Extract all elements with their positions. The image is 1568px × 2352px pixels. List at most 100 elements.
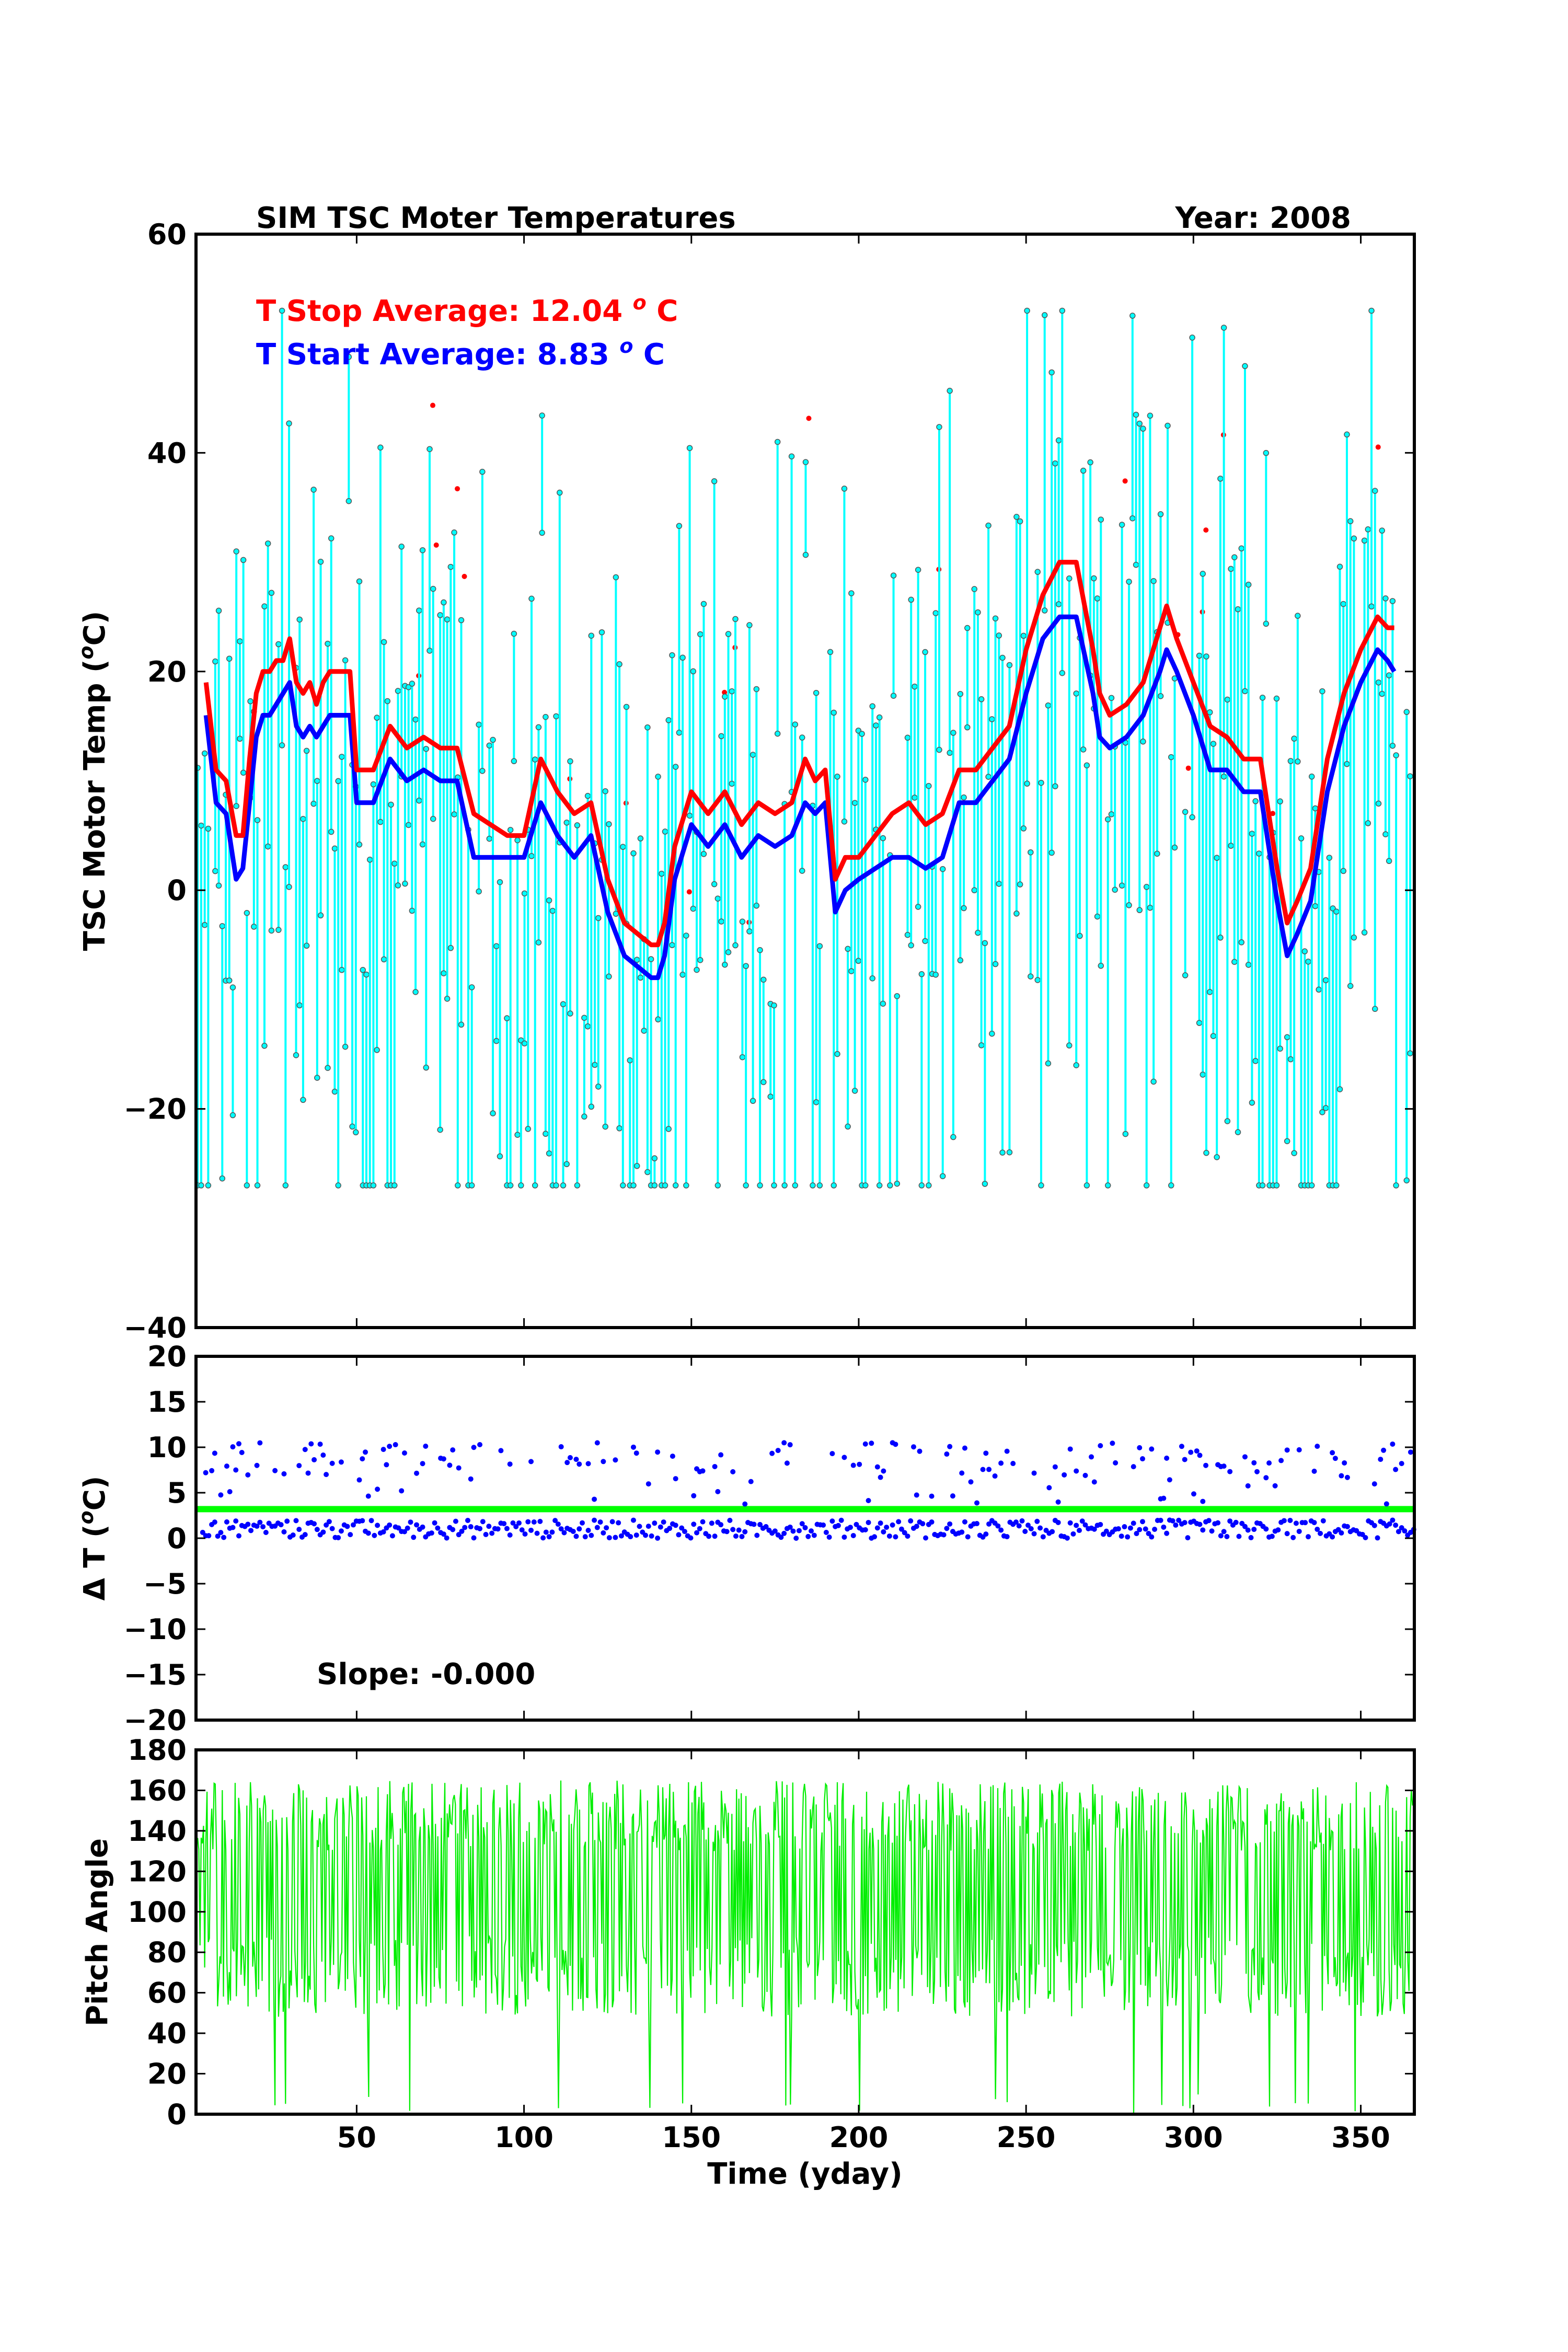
delta-t-point [604,1525,609,1531]
delta-t-point [296,1463,302,1469]
delta-t-point [1022,1529,1028,1535]
temp-range-marker [834,774,840,780]
delta-t-point [1016,1523,1022,1529]
delta-t-point [519,1527,525,1533]
delta-t-point [1076,1528,1082,1534]
temp-range-marker [1073,1062,1079,1068]
delta-t-point [910,1444,916,1450]
temp-range-marker [1365,820,1371,826]
temp-range-marker [1052,783,1058,790]
temp-range-marker [282,864,289,870]
delta-t-point [1318,1530,1323,1536]
delta-t-point [489,1530,495,1536]
delta-t-point [233,1467,239,1473]
temp-range-marker [802,459,809,465]
temp-range-marker [718,918,724,925]
temp-range-marker [353,1129,359,1136]
delta-t-point [823,1529,829,1535]
delta-t-point [338,1528,344,1534]
pitch-angle-y-label: Pitch Angle [80,1838,114,2026]
delta-t-point [1098,1443,1103,1448]
temp-range-marker [1284,1034,1290,1041]
delta-t-point [1281,1518,1287,1524]
delta-t-point [655,1449,661,1455]
delta-t-point [691,1493,697,1498]
temp-range-marker [584,1023,591,1030]
delta-t-point [1302,1520,1308,1526]
temp-range-marker [1038,779,1044,786]
delta-t-point [920,1521,926,1527]
delta-t-point [1266,1460,1272,1466]
delta-t-point [1185,1535,1191,1541]
temp-range-marker [479,768,486,774]
delta-t-point [878,1474,883,1480]
delta-t-point [516,1520,522,1526]
stop-point [430,402,435,408]
y-tick-label: −40 [124,1311,187,1344]
temp-range-marker [694,966,700,973]
delta-t-point [959,1470,965,1476]
delta-t-point [1332,1456,1338,1461]
temp-range-marker [679,972,686,978]
temp-range-marker [430,585,436,592]
delta-t-point [715,1489,721,1494]
temp-range-marker [486,742,493,749]
delta-t-point [649,1533,654,1539]
delta-t-point [784,1460,790,1466]
delta-t-point [1215,1520,1221,1526]
temp-range-marker [1295,758,1301,765]
temp-range-marker [1136,907,1143,914]
temp-range-marker [1104,1182,1111,1189]
temp-range-marker [293,1052,299,1058]
temp-range-marker [1189,814,1195,821]
delta-t-point [450,1527,456,1532]
temp-range-marker [1273,695,1280,702]
delta-t-point [462,1525,468,1530]
delta-t-point [236,1441,241,1447]
delta-t-point [1170,1518,1175,1524]
temp-range-marker [391,860,398,867]
temp-range-marker [1361,929,1368,936]
temp-range-marker [1322,1105,1329,1111]
delta-t-point [360,1456,365,1462]
temp-range-marker [788,453,795,459]
delta-t-point [420,1461,425,1467]
delta-t-point [257,1519,263,1525]
stop-point [1203,527,1209,533]
delta-t-point [401,1529,407,1535]
delta-t-point [450,1447,456,1453]
temp-range-marker [370,781,377,788]
delta-t-point [1082,1522,1088,1528]
delta-t-point [239,1449,245,1455]
temp-range-marker [851,1088,858,1094]
delta-t-point [1254,1469,1260,1474]
delta-t-point [1396,1529,1401,1535]
y-tick-label: 40 [147,2017,187,2050]
temp-range-marker [845,946,851,952]
temp-range-marker [714,895,721,902]
stop-point [433,542,439,548]
temp-range-marker [700,851,707,857]
temp-range-marker [1150,578,1157,584]
delta-t-point [1089,1454,1094,1460]
temp-range-marker [1333,1182,1340,1189]
x-tick-label: 200 [829,2121,889,2154]
temp-range-marker [999,1149,1006,1156]
temp-range-marker [1368,307,1375,314]
y-tick-label: 20 [147,1340,187,1373]
temp-range-marker [1129,515,1136,522]
temp-range-marker [890,572,897,579]
temp-range-marker [1249,1100,1255,1106]
delta-t-point [1137,1527,1143,1532]
delta-t-point [995,1523,1001,1529]
temp-range-marker [1238,545,1244,552]
y-tick-label: 20 [147,2058,187,2091]
temp-range-marker [848,968,855,974]
delta-t-point [278,1522,284,1528]
delta-t-point [778,1535,784,1540]
delta-t-point [477,1526,483,1531]
delta-t-point [393,1442,398,1448]
temp-range-marker [1028,973,1034,979]
temp-range-marker [926,1182,932,1189]
temp-range-marker [1157,693,1164,699]
